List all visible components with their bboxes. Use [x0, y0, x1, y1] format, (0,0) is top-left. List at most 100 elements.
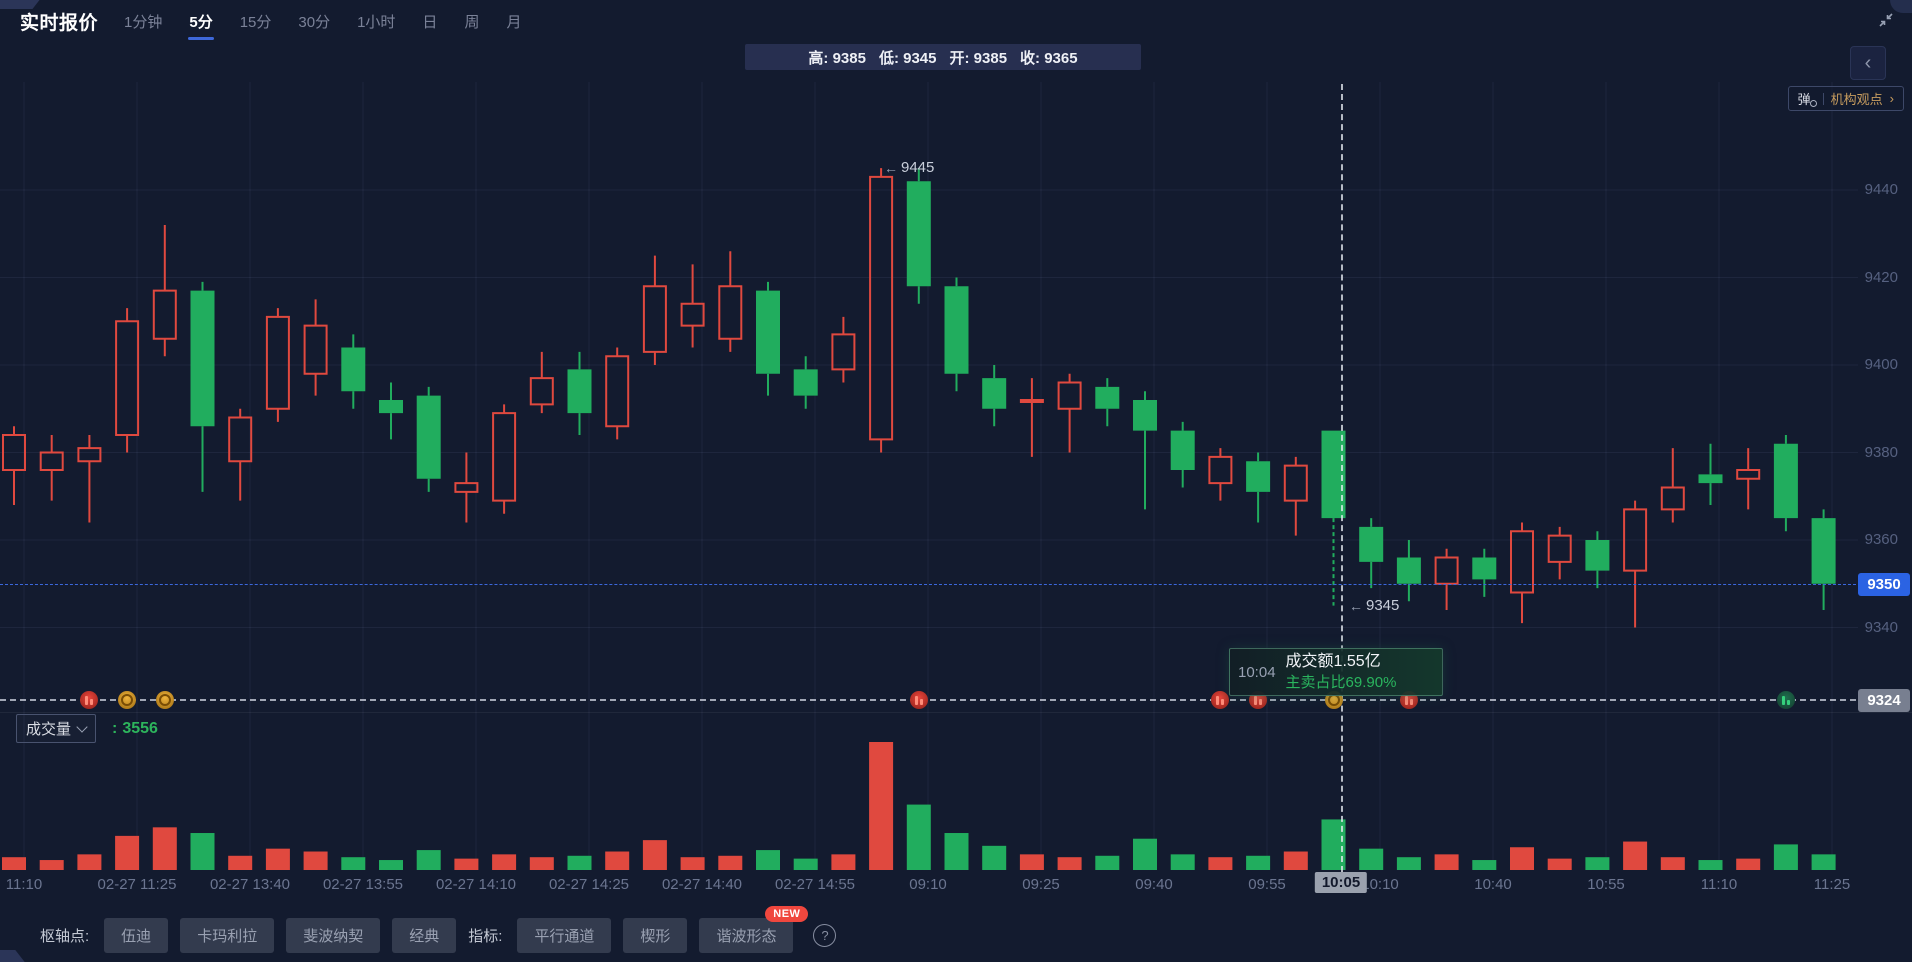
volume-bar-9[interactable]: [341, 857, 366, 870]
volume-bar-43[interactable]: [1623, 841, 1648, 870]
volume-bar-32[interactable]: [1208, 857, 1233, 870]
candle-1[interactable]: [39, 435, 64, 501]
volume-bar-37[interactable]: [1396, 857, 1421, 870]
pivot-button-1[interactable]: 卡玛利拉: [180, 917, 275, 953]
volume-bar-42[interactable]: [1585, 857, 1610, 870]
volume-bar-19[interactable]: [718, 855, 743, 870]
volume-bar-17[interactable]: [642, 840, 667, 870]
collapse-fullscreen-icon[interactable]: [1877, 11, 1895, 29]
candle-24[interactable]: [906, 168, 931, 304]
volume-bar-7[interactable]: [265, 848, 290, 870]
candle-44[interactable]: [1660, 448, 1685, 523]
candle-5[interactable]: [190, 281, 215, 492]
volume-bar-34[interactable]: [1283, 851, 1308, 870]
pivot-button-0[interactable]: 伍迪: [104, 917, 169, 953]
institution-view-link[interactable]: 机构观点: [1830, 92, 1883, 107]
volume-bar-11[interactable]: [416, 850, 441, 870]
candle-38[interactable]: [1434, 548, 1459, 610]
tab-interval-5[interactable]: 日: [422, 13, 438, 31]
volume-bar-40[interactable]: [1510, 847, 1534, 870]
volume-bar-10[interactable]: [379, 860, 403, 870]
candle-19[interactable]: [718, 251, 743, 352]
candle-21[interactable]: [793, 356, 818, 409]
candle-23[interactable]: [869, 168, 894, 453]
volume-bar-30[interactable]: [1133, 838, 1157, 870]
candle-46[interactable]: [1736, 448, 1761, 510]
candle-43[interactable]: [1623, 500, 1648, 628]
volume-bar-16[interactable]: [605, 851, 630, 870]
candle-36[interactable]: [1359, 518, 1384, 589]
candle-0[interactable]: [2, 426, 26, 505]
volume-bar-3[interactable]: [115, 835, 140, 870]
candle-17[interactable]: [642, 255, 667, 365]
candle-20[interactable]: [756, 281, 780, 396]
tab-interval-7[interactable]: 月: [506, 13, 522, 31]
volume-bar-45[interactable]: [1698, 860, 1723, 870]
candle-16[interactable]: [605, 347, 630, 440]
indicator-button-2[interactable]: 谐波形态 NEW: [699, 905, 809, 953]
volume-bar-22[interactable]: [831, 854, 856, 870]
volume-bar-24[interactable]: [906, 804, 931, 870]
indicator-button-1[interactable]: 楔形: [623, 917, 688, 953]
candle-48[interactable]: [1811, 509, 1836, 610]
volume-bar-44[interactable]: [1660, 857, 1685, 870]
candle-45[interactable]: [1698, 443, 1723, 505]
volume-bar-47[interactable]: [1773, 844, 1798, 870]
candle-14[interactable]: [529, 351, 554, 414]
volume-bar-18[interactable]: [680, 857, 705, 870]
insight-pill[interactable]: 弹 机构观点 ›: [1787, 86, 1904, 111]
indicator-button-0[interactable]: 平行通道: [517, 917, 612, 953]
volume-bar-2[interactable]: [77, 854, 102, 870]
volume-bar-20[interactable]: [756, 850, 780, 870]
volume-bar-6[interactable]: [228, 855, 253, 870]
help-icon[interactable]: ?: [813, 923, 837, 947]
volume-bar-48[interactable]: [1811, 854, 1836, 870]
candle-3[interactable]: [115, 308, 140, 453]
tab-interval-0[interactable]: 1分钟: [124, 13, 163, 31]
candle-42[interactable]: [1585, 531, 1610, 589]
tab-interval-3[interactable]: 30分: [298, 13, 331, 31]
volume-bar-39[interactable]: [1472, 860, 1497, 870]
candle-6[interactable]: [228, 408, 253, 501]
volume-bar-38[interactable]: [1434, 854, 1459, 870]
candle-41[interactable]: [1547, 526, 1572, 580]
pivot-button-2[interactable]: 斐波纳契: [286, 917, 381, 953]
candle-47[interactable]: [1773, 435, 1798, 532]
volume-bar-26[interactable]: [982, 845, 1007, 870]
coin-event-marker[interactable]: [118, 691, 137, 709]
danmaku-toggle[interactable]: 弹: [1798, 89, 1817, 108]
volume-bar-15[interactable]: [567, 855, 592, 870]
tab-interval-4[interactable]: 1小时: [357, 13, 396, 31]
chart-event-marker[interactable]: [1776, 691, 1795, 709]
candle-22[interactable]: [831, 316, 856, 383]
volume-bar-21[interactable]: [793, 858, 818, 870]
hot-event-marker[interactable]: [909, 691, 928, 709]
panel-collapse-button[interactable]: ‹: [1850, 46, 1886, 80]
volume-bar-41[interactable]: [1547, 858, 1572, 870]
volume-bar-0[interactable]: [2, 857, 26, 870]
candle-27[interactable]: [1019, 378, 1044, 457]
candle-7[interactable]: [265, 308, 290, 422]
candle-30[interactable]: [1133, 391, 1157, 510]
volume-bar-29[interactable]: [1095, 855, 1120, 870]
volume-bar-5[interactable]: [190, 833, 215, 870]
candle-2[interactable]: [77, 435, 102, 523]
volume-bar-13[interactable]: [492, 854, 517, 870]
tab-interval-2[interactable]: 15分: [239, 13, 272, 31]
candle-9[interactable]: [341, 334, 366, 409]
candle-10[interactable]: [379, 382, 403, 440]
candle-40[interactable]: [1510, 522, 1534, 624]
candle-8[interactable]: [303, 299, 328, 396]
candle-37[interactable]: [1396, 540, 1421, 602]
volume-bar-31[interactable]: [1170, 854, 1195, 870]
volume-bar-1[interactable]: [39, 860, 64, 870]
volume-bar-25[interactable]: [944, 833, 969, 870]
candle-29[interactable]: [1095, 378, 1120, 427]
volume-bar-28[interactable]: [1057, 857, 1082, 870]
candle-33[interactable]: [1246, 452, 1271, 523]
volume-bar-4[interactable]: [152, 827, 177, 870]
candle-31[interactable]: [1170, 421, 1195, 488]
candle-25[interactable]: [944, 277, 969, 392]
candle-4[interactable]: [152, 225, 177, 357]
